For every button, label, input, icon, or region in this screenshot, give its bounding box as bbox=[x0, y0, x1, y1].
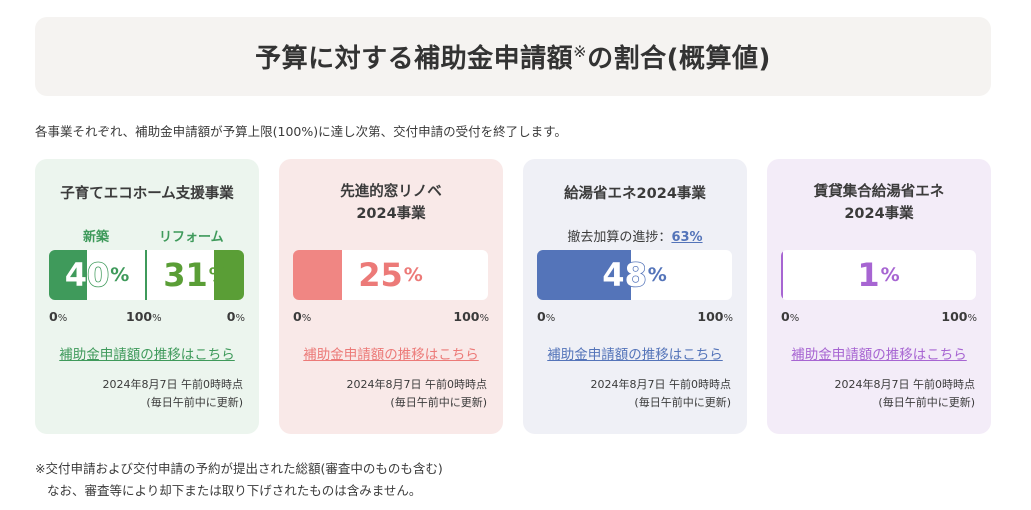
axis-left: 0% bbox=[537, 309, 555, 324]
axis-right: 0% bbox=[227, 309, 245, 324]
axis-left: 0% bbox=[49, 309, 67, 324]
update-info: 2024年8月7日 午前0時時点 (毎日午前中に更新) bbox=[835, 376, 976, 412]
axis-left: 0% bbox=[293, 309, 311, 324]
card-title: 賃貸集合給湯省エネ 2024事業 bbox=[767, 181, 991, 225]
axis-left-value: 0 bbox=[781, 309, 790, 324]
progress-bar: 48% bbox=[537, 250, 732, 300]
axis-right-value: 0 bbox=[226, 309, 236, 324]
progress-value: 25% bbox=[293, 250, 488, 300]
card-title: 子育てエコホーム支援事業 bbox=[35, 183, 259, 205]
axis-right-unit: % bbox=[967, 313, 977, 324]
axis-left: 0% bbox=[781, 309, 799, 324]
value-unit: % bbox=[647, 264, 667, 286]
title-note-mark: ※ bbox=[573, 42, 588, 61]
card-title: 先進的窓リノベ 2024事業 bbox=[279, 181, 503, 225]
axis-left-unit: % bbox=[545, 313, 556, 324]
footnote-line1: ※交付申請および交付申請の予約が提出された総額(審査中のものも含む) bbox=[35, 461, 443, 476]
history-link[interactable]: 補助金申請額の推移はこちら bbox=[791, 347, 967, 363]
axis-mid-value: 100 bbox=[126, 309, 153, 324]
update-note: (毎日午前中に更新) bbox=[878, 396, 975, 409]
progress-bar: 1% bbox=[781, 250, 976, 300]
axis-left-value: 0 bbox=[49, 309, 58, 324]
footnote-line2: なお、審査等により却下または取り下げされたものは含みません。 bbox=[47, 483, 422, 498]
axis-right: 100% bbox=[941, 309, 977, 324]
progress-fill-new bbox=[49, 250, 87, 300]
history-link[interactable]: 補助金申請額の推移はこちら bbox=[303, 347, 479, 363]
card-kyuto-shoene: 給湯省エネ2024事業 撤去加算の進捗：63% 48% 0% 100% 補助金申… bbox=[523, 159, 747, 434]
axis-mid-unit: % bbox=[152, 313, 162, 324]
removal-progress: 撤去加算の進捗：63% bbox=[523, 226, 747, 245]
progress-bar: 25% bbox=[293, 250, 488, 300]
progress-value: 48% bbox=[537, 250, 732, 300]
intro-text: 各事業それぞれ、補助金申請額が予算上限(100%)に達し次第、交付申請の受付を終… bbox=[35, 124, 567, 139]
date-text: 2024年8月7日 午前0時時点 bbox=[346, 378, 488, 391]
value-new-unit: % bbox=[110, 264, 130, 286]
value-unit: % bbox=[880, 264, 900, 286]
progress-bar: 40% 31% bbox=[49, 250, 244, 300]
value-number: 1 bbox=[857, 256, 880, 294]
value-number: 48 bbox=[601, 255, 647, 295]
update-note: (毎日午前中に更新) bbox=[634, 396, 731, 409]
card-kosodate-ecohome: 子育てエコホーム支援事業 新築 リフォーム 40% 31% 0% 100% 0%… bbox=[35, 159, 259, 434]
value-number: 25 bbox=[358, 256, 403, 294]
axis-right: 100% bbox=[697, 309, 733, 324]
value-new-number: 40 bbox=[64, 255, 110, 295]
update-info: 2024年8月7日 午前0時時点 (毎日午前中に更新) bbox=[103, 376, 244, 412]
progress-value: 1% bbox=[781, 250, 976, 300]
axis-left-value: 0 bbox=[537, 309, 546, 324]
card-sensinteki-mado: 先進的窓リノベ 2024事業 25% 0% 100% 補助金申請額の推移はこちら… bbox=[279, 159, 503, 434]
value-reform: 31% bbox=[147, 250, 244, 300]
card-title-line2: 2024事業 bbox=[844, 206, 914, 222]
axis-right-value: 100 bbox=[941, 309, 968, 324]
progress-fill-reform bbox=[214, 250, 244, 300]
value-reform-number: 31 bbox=[163, 256, 208, 294]
axis-right: 100% bbox=[453, 309, 489, 324]
removal-progress-label: 撤去加算の進捗： bbox=[567, 230, 672, 245]
axis-left-value: 0 bbox=[293, 309, 302, 324]
value-new: 40% bbox=[49, 250, 145, 300]
update-info: 2024年8月7日 午前0時時点 (毎日午前中に更新) bbox=[347, 376, 488, 412]
card-title-line1: 給湯省エネ2024事業 bbox=[564, 186, 706, 202]
progress-fill bbox=[781, 250, 783, 300]
axis-right-value: 100 bbox=[453, 309, 480, 324]
axis-left-unit: % bbox=[789, 313, 800, 324]
value-unit: % bbox=[403, 264, 423, 286]
date-text: 2024年8月7日 午前0時時点 bbox=[834, 378, 976, 391]
update-note: (毎日午前中に更新) bbox=[390, 396, 487, 409]
title-main: 予算に対する補助金申請額 bbox=[255, 44, 574, 74]
axis-left-unit: % bbox=[57, 313, 68, 324]
card-title-line1: 子育てエコホーム支援事業 bbox=[60, 186, 234, 202]
update-info: 2024年8月7日 午前0時時点 (毎日午前中に更新) bbox=[591, 376, 732, 412]
axis-right-unit: % bbox=[479, 313, 489, 324]
page-title: 予算に対する補助金申請額※の割合(概算値) bbox=[255, 38, 771, 75]
removal-progress-link[interactable]: 63% bbox=[671, 230, 703, 245]
bar-divider bbox=[145, 250, 147, 300]
label-new: 新築 bbox=[83, 230, 110, 245]
axis-left-unit: % bbox=[301, 313, 312, 324]
footnote: ※交付申請および交付申請の予約が提出された総額(審査中のものも含む) なお、審査… bbox=[35, 458, 443, 502]
axis-right-unit: % bbox=[235, 313, 245, 324]
history-link[interactable]: 補助金申請額の推移はこちら bbox=[547, 347, 723, 363]
value-reform-unit: % bbox=[208, 264, 228, 286]
card-chintai-kyuto: 賃貸集合給湯省エネ 2024事業 1% 0% 100% 補助金申請額の推移はこち… bbox=[767, 159, 991, 434]
date-text: 2024年8月7日 午前0時時点 bbox=[590, 378, 732, 391]
title-banner: 予算に対する補助金申請額※の割合(概算値) bbox=[35, 17, 991, 96]
axis-mid: 100% bbox=[126, 309, 162, 324]
card-title-line1: 賃貸集合給湯省エネ bbox=[813, 184, 945, 200]
card-title: 給湯省エネ2024事業 bbox=[523, 183, 747, 205]
history-link[interactable]: 補助金申請額の推移はこちら bbox=[59, 347, 235, 363]
date-text: 2024年8月7日 午前0時時点 bbox=[102, 378, 244, 391]
axis-right-value: 100 bbox=[697, 309, 724, 324]
card-title-line1: 先進的窓リノベ bbox=[340, 184, 442, 200]
title-tail: の割合(概算値) bbox=[587, 44, 771, 74]
axis-right-unit: % bbox=[723, 313, 733, 324]
progress-fill bbox=[537, 250, 631, 300]
progress-fill bbox=[293, 250, 342, 300]
card-title-line2: 2024事業 bbox=[356, 206, 426, 222]
update-note: (毎日午前中に更新) bbox=[146, 396, 243, 409]
label-reform: リフォーム bbox=[159, 230, 224, 245]
